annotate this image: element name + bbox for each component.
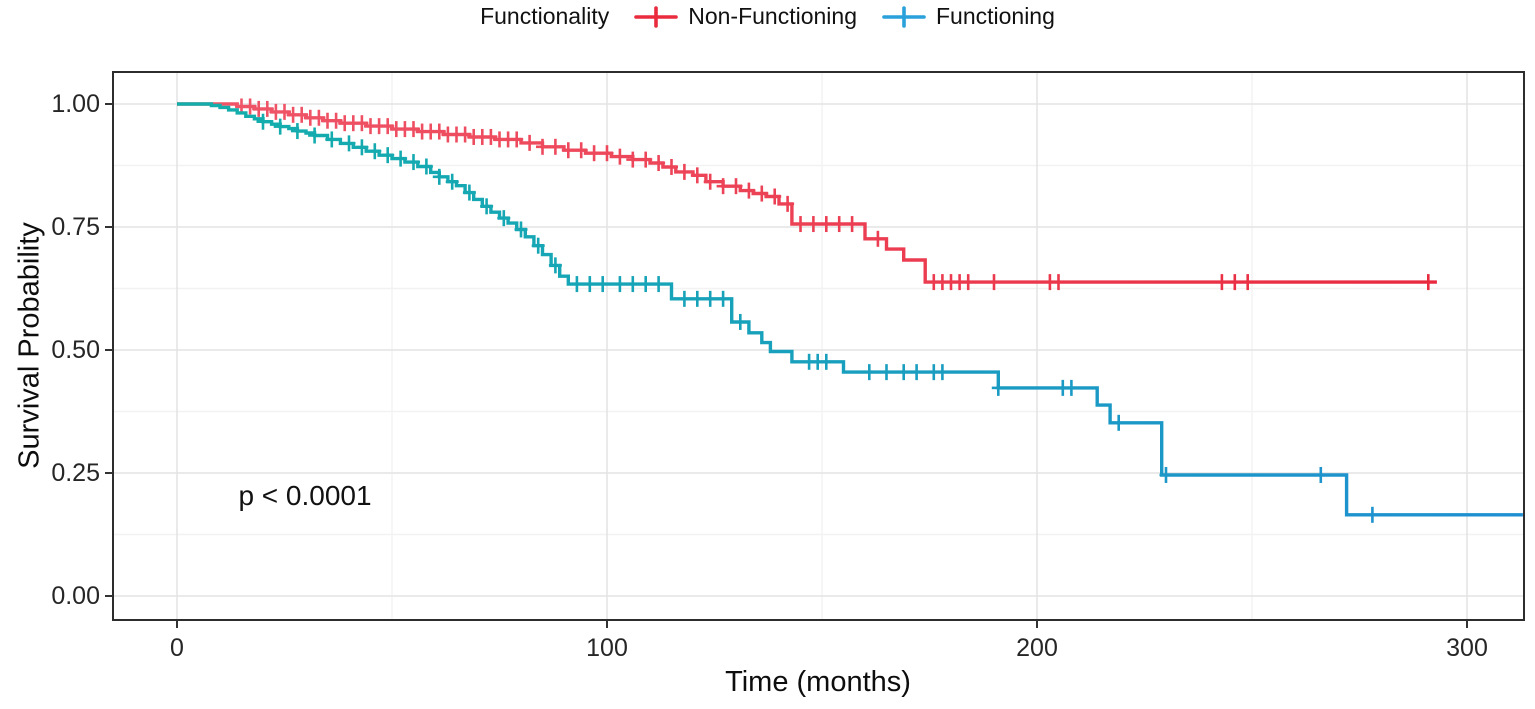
legend-item-functioning: Functioning (881, 3, 1055, 30)
x-tick-label: 0 (170, 634, 184, 662)
censor-plus-icon (882, 5, 926, 28)
legend-title: Functionality (480, 3, 610, 29)
panel-border (112, 71, 1525, 621)
p-value-annotation: p < 0.0001 (238, 480, 372, 511)
y-axis-title: Survival Probability (13, 222, 46, 469)
y-tick-label: 0.00 (51, 582, 100, 610)
panel-background (113, 72, 1524, 620)
legend: Functionality Non-Functioning Functionin… (0, 3, 1535, 30)
x-tick-label: 200 (1016, 634, 1058, 662)
legend-item-label: Functioning (935, 3, 1055, 29)
y-tick-label: 0.50 (51, 336, 100, 364)
survival-curve-functioning (177, 102, 1523, 517)
y-tick-label: 1.00 (51, 90, 100, 118)
x-tick-label: 100 (586, 634, 628, 662)
x-tick-label: 300 (1446, 634, 1488, 662)
x-axis-title: Time (months) (725, 666, 911, 698)
y-tick-label: 0.75 (51, 213, 100, 241)
censor-plus-icon (634, 5, 679, 28)
y-tick-label: 0.25 (51, 459, 100, 487)
legend-item-label: Non-Functioning (688, 3, 857, 29)
legend-item-non-functioning: Non-Functioning (633, 3, 857, 30)
